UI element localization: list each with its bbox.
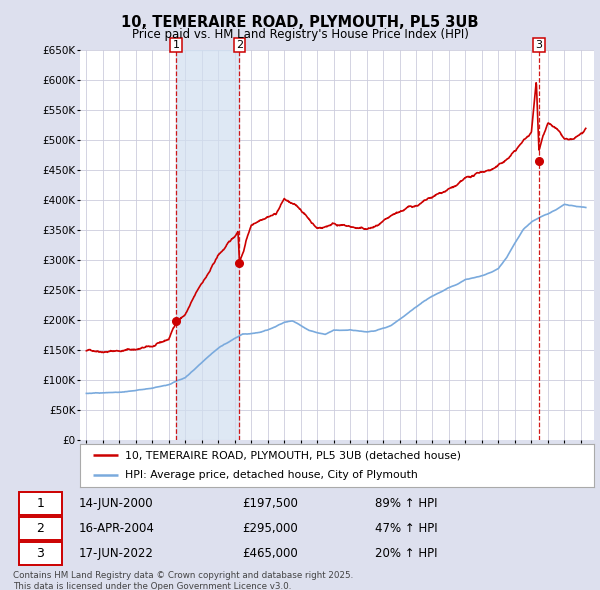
Bar bbox=[176, 50, 239, 440]
Text: 47% ↑ HPI: 47% ↑ HPI bbox=[375, 522, 437, 535]
Text: £295,000: £295,000 bbox=[242, 522, 298, 535]
Text: 10, TEMERAIRE ROAD, PLYMOUTH, PL5 3UB (detached house): 10, TEMERAIRE ROAD, PLYMOUTH, PL5 3UB (d… bbox=[125, 450, 461, 460]
Text: 2: 2 bbox=[236, 40, 243, 50]
Text: 3: 3 bbox=[535, 40, 542, 50]
Text: 3: 3 bbox=[37, 547, 44, 560]
Text: 17-JUN-2022: 17-JUN-2022 bbox=[78, 547, 153, 560]
Text: 16-APR-2004: 16-APR-2004 bbox=[78, 522, 154, 535]
Text: £465,000: £465,000 bbox=[242, 547, 298, 560]
Text: 2: 2 bbox=[37, 522, 44, 535]
Text: £197,500: £197,500 bbox=[242, 497, 298, 510]
Text: Price paid vs. HM Land Registry's House Price Index (HPI): Price paid vs. HM Land Registry's House … bbox=[131, 28, 469, 41]
Text: Contains HM Land Registry data © Crown copyright and database right 2025.
This d: Contains HM Land Registry data © Crown c… bbox=[13, 571, 353, 590]
Text: HPI: Average price, detached house, City of Plymouth: HPI: Average price, detached house, City… bbox=[125, 470, 418, 480]
Text: 10, TEMERAIRE ROAD, PLYMOUTH, PL5 3UB: 10, TEMERAIRE ROAD, PLYMOUTH, PL5 3UB bbox=[121, 15, 479, 30]
FancyBboxPatch shape bbox=[19, 542, 62, 565]
Text: 14-JUN-2000: 14-JUN-2000 bbox=[78, 497, 153, 510]
Text: 1: 1 bbox=[37, 497, 44, 510]
Text: 20% ↑ HPI: 20% ↑ HPI bbox=[375, 547, 437, 560]
Text: 89% ↑ HPI: 89% ↑ HPI bbox=[375, 497, 437, 510]
FancyBboxPatch shape bbox=[19, 492, 62, 516]
FancyBboxPatch shape bbox=[19, 517, 62, 540]
Text: 1: 1 bbox=[173, 40, 180, 50]
